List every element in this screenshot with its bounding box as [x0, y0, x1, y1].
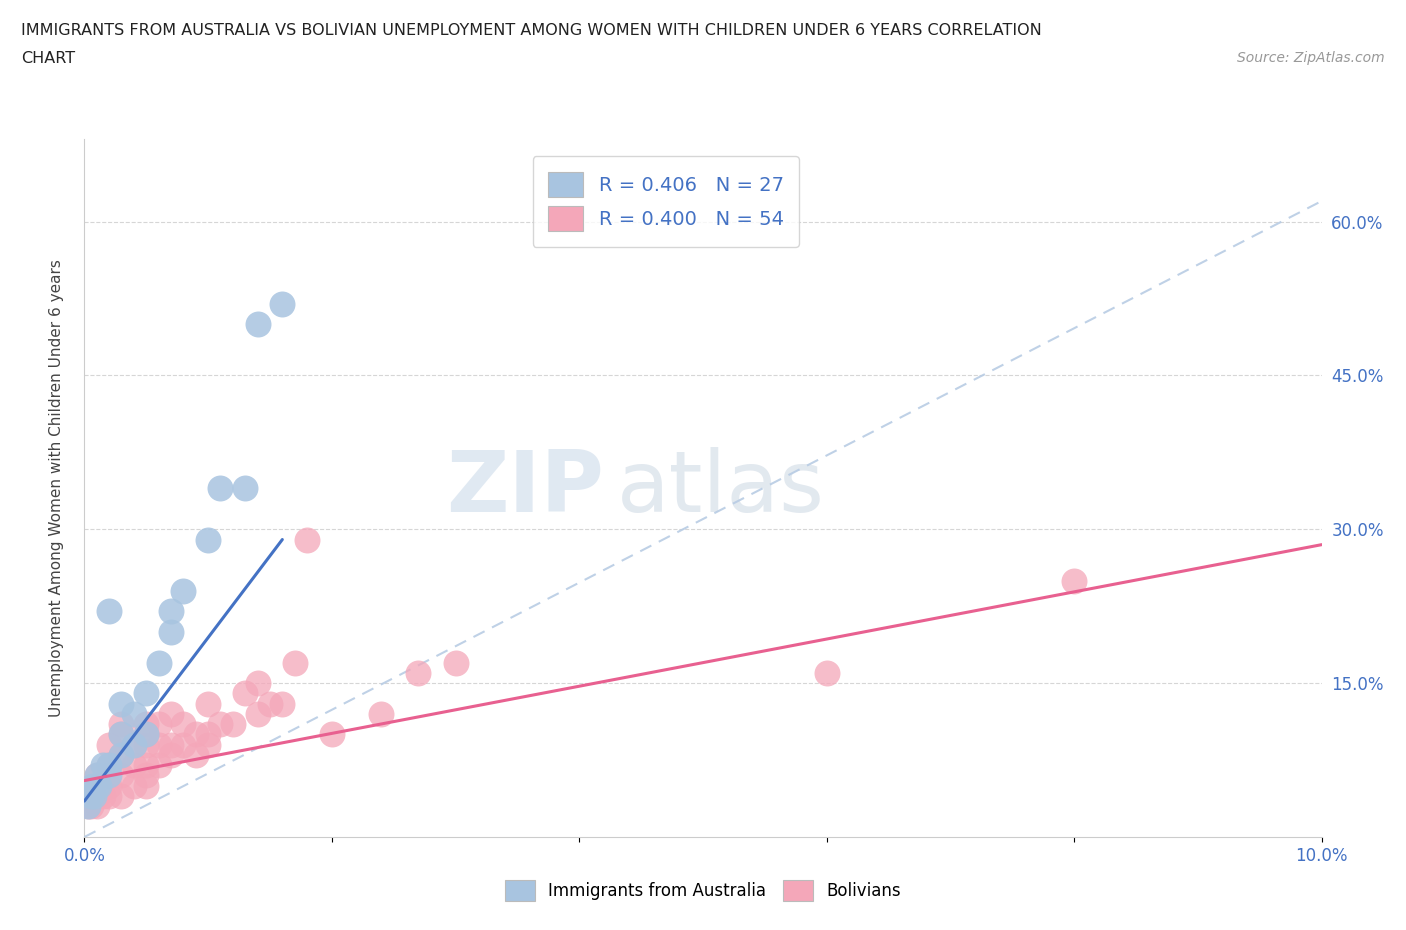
Point [160, 624, 183, 639]
Point [233, 481, 256, 496]
Point [110, 768, 132, 783]
Point [160, 604, 183, 618]
Point [91, 789, 114, 804]
Point [222, 717, 245, 732]
Point [135, 737, 157, 752]
Point [122, 778, 145, 793]
Point [172, 717, 194, 732]
Point [98, 789, 121, 804]
Point [295, 532, 318, 547]
Point [98, 758, 121, 773]
Point [172, 583, 194, 598]
Point [815, 666, 838, 681]
Point [135, 686, 157, 701]
Point [89, 778, 111, 793]
Point [233, 686, 256, 701]
Point [197, 727, 219, 742]
Point [98, 758, 121, 773]
Point [122, 737, 145, 752]
Point [197, 737, 219, 752]
Point [98, 604, 121, 618]
Y-axis label: Unemployment Among Women with Children Under 6 years: Unemployment Among Women with Children U… [49, 259, 63, 717]
Point [271, 697, 294, 711]
Point [122, 737, 145, 752]
Point [135, 727, 157, 742]
Point [86, 768, 108, 783]
Point [122, 758, 145, 773]
Point [184, 727, 207, 742]
Point [148, 737, 170, 752]
Text: Source: ZipAtlas.com: Source: ZipAtlas.com [1237, 51, 1385, 65]
Point [160, 707, 183, 722]
Point [86, 778, 108, 793]
Point [122, 707, 145, 722]
Point [246, 676, 269, 691]
Point [135, 727, 157, 742]
Point [82, 789, 104, 804]
Point [148, 656, 170, 671]
Point [86, 768, 108, 783]
Point [86, 799, 108, 814]
Point [259, 697, 281, 711]
Point [148, 758, 170, 773]
Point [110, 748, 132, 763]
Point [135, 758, 157, 773]
Legend: R = 0.406   N = 27, R = 0.400   N = 54: R = 0.406 N = 27, R = 0.400 N = 54 [533, 156, 799, 247]
Text: ZIP: ZIP [446, 446, 605, 530]
Point [408, 666, 430, 681]
Point [98, 768, 121, 783]
Point [110, 727, 132, 742]
Point [83, 789, 105, 804]
Point [148, 717, 170, 732]
Point [135, 717, 157, 732]
Point [444, 656, 467, 671]
Point [184, 748, 207, 763]
Point [246, 317, 269, 332]
Point [79, 789, 101, 804]
Text: atlas: atlas [616, 446, 824, 530]
Point [209, 717, 232, 732]
Point [86, 778, 108, 793]
Point [321, 727, 343, 742]
Point [98, 737, 121, 752]
Point [370, 707, 392, 722]
Point [77, 799, 100, 814]
Point [86, 789, 108, 804]
Point [98, 778, 121, 793]
Point [135, 778, 157, 793]
Point [135, 768, 157, 783]
Point [110, 697, 132, 711]
Point [110, 789, 132, 804]
Point [110, 717, 132, 732]
Point [160, 737, 183, 752]
Point [246, 707, 269, 722]
Point [172, 737, 194, 752]
Point [160, 748, 183, 763]
Point [77, 799, 100, 814]
Point [197, 532, 219, 547]
Point [271, 296, 294, 311]
Point [110, 748, 132, 763]
Point [197, 697, 219, 711]
Point [80, 778, 103, 793]
Text: IMMIGRANTS FROM AUSTRALIA VS BOLIVIAN UNEMPLOYMENT AMONG WOMEN WITH CHILDREN UND: IMMIGRANTS FROM AUSTRALIA VS BOLIVIAN UN… [21, 23, 1042, 38]
Point [1063, 573, 1085, 588]
Point [91, 758, 114, 773]
Point [284, 656, 307, 671]
Text: CHART: CHART [21, 51, 75, 66]
Point [209, 481, 232, 496]
Legend: Immigrants from Australia, Bolivians: Immigrants from Australia, Bolivians [498, 873, 908, 908]
Point [79, 799, 101, 814]
Point [110, 727, 132, 742]
